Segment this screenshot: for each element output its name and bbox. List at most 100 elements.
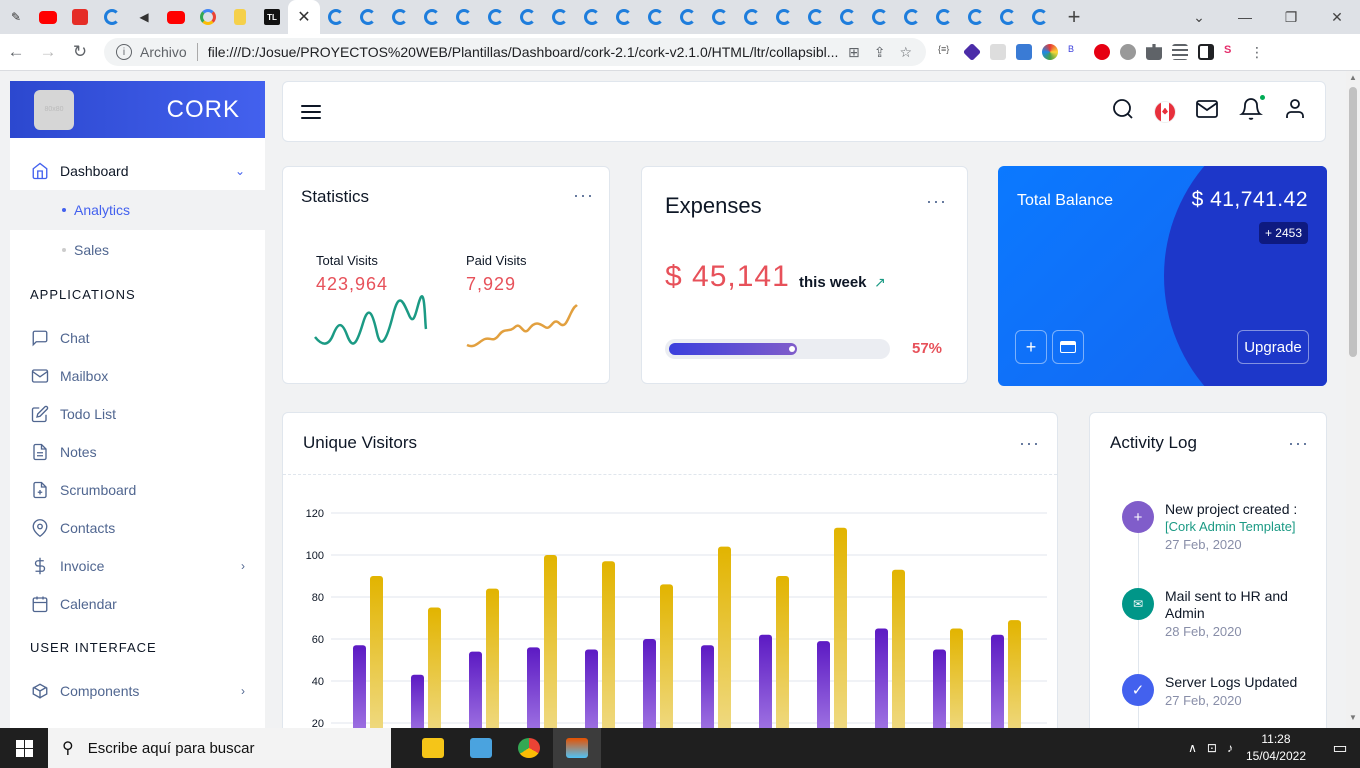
sidebar-brand[interactable]: 80x80 CORK (10, 81, 265, 138)
sidebar-item-calendar[interactable]: Calendar (10, 585, 265, 623)
close-tab-icon[interactable]: ✕ (297, 9, 311, 26)
scrollbar-thumb[interactable] (1349, 87, 1357, 357)
hamburger-menu-icon[interactable] (301, 101, 321, 123)
notification-icon[interactable]: ▭ (1332, 740, 1348, 757)
sidebar-item-chat[interactable]: Chat (10, 319, 265, 357)
bar-series-2[interactable] (892, 569, 905, 728)
s-extension-icon[interactable]: S (1224, 44, 1240, 60)
translate-icon[interactable]: ⊞ (847, 43, 860, 60)
tab-cork[interactable] (832, 0, 864, 34)
tab-cork[interactable] (992, 0, 1024, 34)
file-explorer-icon[interactable] (409, 728, 457, 768)
bar-series-2[interactable] (428, 607, 441, 729)
tab-cork[interactable] (864, 0, 896, 34)
sidebar-item-invoice[interactable]: Invoice › (10, 547, 265, 585)
volume-icon[interactable]: ♪ (1226, 741, 1233, 755)
sidebar-item-scrumboard[interactable]: Scrumboard (10, 471, 265, 509)
tab-cork[interactable] (384, 0, 416, 34)
tab-cork[interactable] (480, 0, 512, 34)
back-icon[interactable]: ← (7, 42, 25, 61)
sidepanel-icon[interactable] (1198, 44, 1214, 60)
bar-series-1[interactable] (585, 649, 598, 729)
tab-cork[interactable] (320, 0, 352, 34)
cat-extension-icon[interactable] (1120, 44, 1136, 60)
url-text[interactable]: file:///D:/Josue/PROYECTOS%20WEB/Plantil… (207, 44, 839, 60)
star-icon[interactable]: ☆ (899, 43, 912, 60)
tab-cork[interactable] (704, 0, 736, 34)
info-icon[interactable]: i (116, 44, 132, 60)
bar-series-1[interactable] (817, 641, 830, 728)
more-options-icon[interactable]: ··· (1019, 433, 1040, 453)
sidebar-item-dashboard[interactable]: Dashboard ⌄ (10, 152, 265, 190)
menu-kebab-icon[interactable]: ⋮ (1250, 44, 1264, 60)
bar-series-2[interactable] (834, 527, 847, 728)
paint-icon[interactable] (553, 728, 601, 768)
playlist-icon[interactable] (1172, 44, 1188, 60)
bar-series-1[interactable] (527, 647, 540, 728)
bar-series-2[interactable] (660, 584, 673, 728)
bar-series-2[interactable] (950, 628, 963, 729)
sidebar-item-contacts[interactable]: Contacts (10, 509, 265, 547)
sidebar-item-components[interactable]: Components › (10, 672, 265, 710)
more-options-icon[interactable]: ··· (1288, 433, 1309, 453)
minimize-icon[interactable]: — (1238, 9, 1252, 25)
tab-cork[interactable] (1024, 0, 1056, 34)
tab-cork[interactable] (608, 0, 640, 34)
more-options-icon[interactable]: ··· (926, 191, 947, 211)
scroll-up-icon[interactable]: ▲ (1349, 73, 1357, 82)
b-extension-icon[interactable]: B (1068, 44, 1084, 60)
bell-icon[interactable] (1239, 95, 1265, 126)
mail-icon[interactable] (1195, 97, 1219, 126)
tab-cork[interactable] (896, 0, 928, 34)
opera-extension-icon[interactable] (1094, 44, 1110, 60)
tab-cork[interactable] (640, 0, 672, 34)
json-extension-icon[interactable]: {≡} (938, 44, 954, 60)
user-icon[interactable] (1283, 97, 1307, 126)
card-icon[interactable] (1052, 330, 1084, 364)
share-icon[interactable]: ⇪ (873, 43, 886, 60)
sidebar-item-notes[interactable]: Notes (10, 433, 265, 471)
tab-cork[interactable] (672, 0, 704, 34)
bar-series-1[interactable] (353, 645, 366, 728)
sidebar-subitem-sales[interactable]: Sales (10, 230, 265, 270)
tab-cork[interactable] (800, 0, 832, 34)
chevron-up-icon[interactable]: ∧ (1188, 741, 1197, 755)
new-tab-button[interactable]: + (1067, 4, 1081, 29)
tab-tl[interactable]: TL (256, 0, 288, 34)
tab-c-red[interactable] (64, 0, 96, 34)
bar-series-2[interactable] (544, 555, 557, 728)
scroll-down-icon[interactable]: ▼ (1349, 713, 1357, 722)
bar-series-2[interactable] (370, 576, 383, 728)
network-icon[interactable]: ⊡ (1206, 741, 1217, 755)
tab-search-icon[interactable]: ⌄ (1193, 8, 1205, 25)
tab-youtube-2[interactable] (160, 0, 192, 34)
windows-start-icon[interactable] (0, 728, 48, 768)
purple-extension-icon[interactable] (962, 42, 982, 62)
bar-series-2[interactable] (718, 546, 731, 728)
tab-cork[interactable] (928, 0, 960, 34)
bar-series-1[interactable] (759, 634, 772, 728)
bar-series-1[interactable] (991, 634, 1004, 728)
restore-icon[interactable]: ❐ (1284, 8, 1298, 25)
omnibox[interactable]: i Archivo file:///D:/Josue/PROYECTOS%20W… (104, 38, 926, 66)
bar-series-2[interactable] (776, 576, 789, 728)
bar-series-1[interactable] (643, 639, 656, 728)
tab-google[interactable] (192, 0, 224, 34)
forward-icon[interactable]: → (39, 42, 57, 61)
upgrade-button[interactable]: Upgrade (1237, 330, 1309, 364)
more-options-icon[interactable]: ··· (573, 185, 594, 205)
tab-cork[interactable] (576, 0, 608, 34)
canada-flag-icon[interactable] (1155, 101, 1175, 122)
tab-cork[interactable] (768, 0, 800, 34)
doc-extension-icon[interactable] (990, 44, 1006, 60)
bar-series-1[interactable] (875, 628, 888, 729)
bar-series-1[interactable] (469, 651, 482, 728)
tab-cork[interactable] (960, 0, 992, 34)
color-extension-icon[interactable] (1042, 44, 1058, 60)
bar-series-1[interactable] (411, 674, 424, 728)
tab-cork[interactable] (96, 0, 128, 34)
tab-cork[interactable] (512, 0, 544, 34)
reload-icon[interactable]: ↻ (72, 42, 88, 61)
bar-series-2[interactable] (1008, 620, 1021, 728)
sidebar-item-todo-list[interactable]: Todo List (10, 395, 265, 433)
